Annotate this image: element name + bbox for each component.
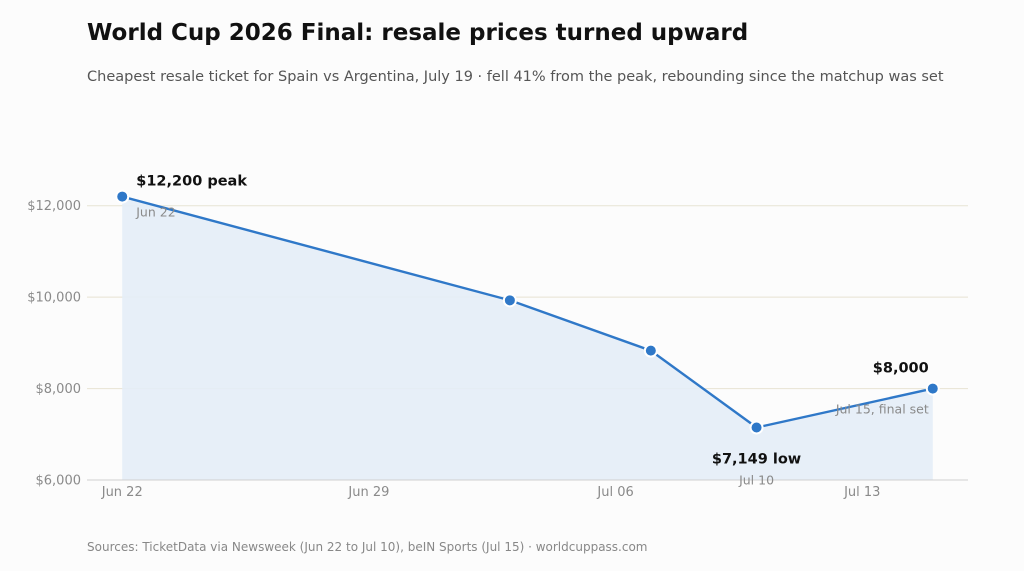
data-point <box>643 343 658 358</box>
data-point <box>749 420 764 435</box>
chart-title: World Cup 2026 Final: resale prices turn… <box>87 20 749 46</box>
chart-subtitle: Cheapest resale ticket for Spain vs Arge… <box>87 69 944 85</box>
annotation-label: $12,200 peak <box>136 174 247 190</box>
y-tick-label: $10,000 <box>27 291 81 306</box>
y-tick-label: $6,000 <box>36 474 82 489</box>
data-points <box>115 189 940 435</box>
annotation-label: $7,149 low <box>712 451 801 467</box>
data-point <box>925 381 940 396</box>
data-point <box>115 189 130 204</box>
y-tick-label: $12,000 <box>27 199 81 214</box>
annotation-sublabel: Jul 10 <box>738 472 774 487</box>
x-tick-label: Jun 22 <box>101 485 143 500</box>
x-tick-labels: Jun 22 Jun 29 Jul 06 Jul 13 <box>101 485 881 500</box>
price-area-fill <box>122 196 933 480</box>
x-tick-label: Jun 29 <box>347 485 389 500</box>
x-tick-label: Jul 13 <box>843 485 880 500</box>
source-note: Sources: TicketData via Newsweek (Jun 22… <box>87 540 648 554</box>
annotation-sublabel: Jun 22 <box>135 205 175 220</box>
x-tick-label: Jul 06 <box>596 485 633 500</box>
y-tick-label: $8,000 <box>36 382 82 397</box>
y-tick-labels: $6,000 $8,000 $10,000 $12,000 <box>27 199 81 488</box>
data-point <box>502 293 517 308</box>
annotation-label: $8,000 <box>873 361 929 377</box>
annotation-sublabel: Jul 15, final set <box>835 402 929 417</box>
annotations: $12,200 peak Jun 22 $7,149 low Jul 10 $8,000… <box>135 174 929 488</box>
